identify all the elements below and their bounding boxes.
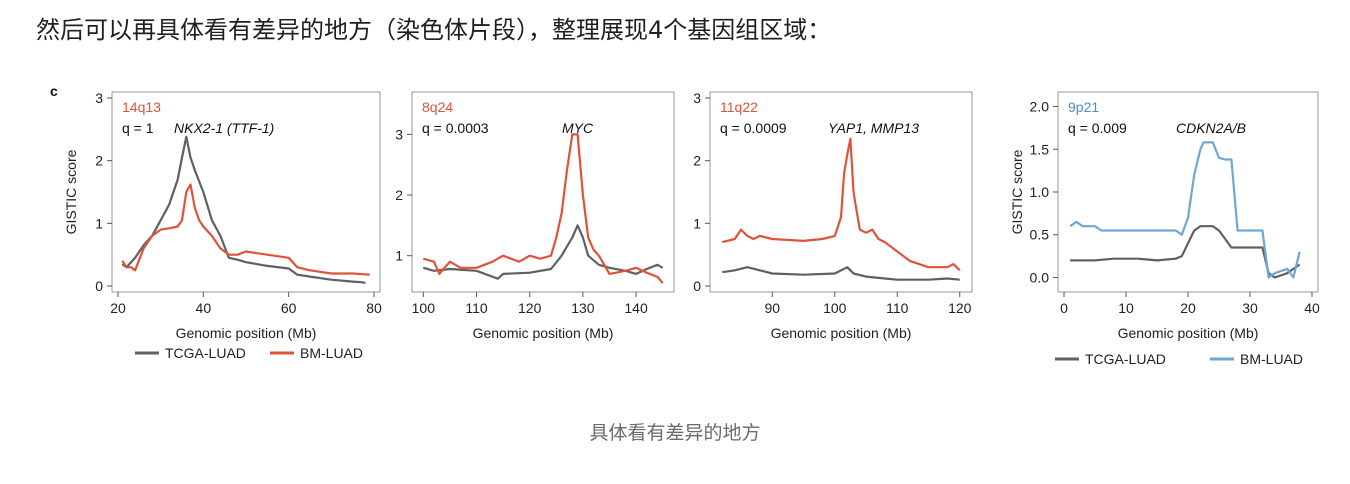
legend-label: TCGA-LUAD: [1085, 351, 1166, 367]
x-axis-label: Genomic position (Mb): [771, 325, 912, 341]
series-line-bm-luad: [722, 137, 961, 272]
y-tick-label: 3: [693, 90, 701, 106]
x-tick-label: 40: [1304, 300, 1320, 316]
x-tick-label: 130: [571, 300, 595, 316]
q-value-label: q = 0.0009: [720, 120, 787, 136]
x-tick-label: 120: [948, 300, 972, 316]
legend-label: BM-LUAD: [300, 345, 363, 361]
series-line-bm-luad: [423, 133, 664, 284]
x-axis-label: Genomic position (Mb): [473, 325, 614, 341]
panel-label: c: [50, 83, 58, 99]
legend-label: BM-LUAD: [1240, 351, 1303, 367]
region-label: 8q24: [422, 99, 453, 115]
y-tick-label: 3: [95, 90, 103, 106]
x-tick-label: 100: [823, 300, 847, 316]
gene-label: MYC: [562, 120, 594, 136]
region-label: 11q22: [720, 99, 758, 115]
y-tick-label: 0.0: [1030, 269, 1050, 285]
y-tick-label: 1: [395, 248, 403, 264]
x-tick-label: 100: [412, 300, 436, 316]
y-tick-label: 2.0: [1030, 99, 1050, 115]
y-tick-label: 3: [395, 126, 403, 142]
figure-caption: 具体看有差异的地方: [589, 422, 761, 444]
series-line-bm-luad: [1069, 141, 1301, 279]
q-value-label: q = 0.009: [1068, 120, 1127, 136]
x-tick-label: 120: [518, 300, 542, 316]
x-tick-label: 110: [465, 300, 488, 316]
x-tick-label: 140: [624, 300, 648, 316]
x-tick-label: 80: [366, 300, 382, 316]
y-tick-label: 1.5: [1030, 141, 1050, 157]
x-tick-label: 10: [1118, 300, 1134, 316]
y-tick-label: 1.0: [1030, 184, 1050, 200]
x-axis-label: Genomic position (Mb): [1118, 325, 1259, 341]
x-tick-label: 40: [196, 300, 212, 316]
y-tick-label: 0: [693, 278, 701, 294]
legend-label: TCGA-LUAD: [165, 345, 246, 361]
x-tick-label: 110: [886, 300, 909, 316]
x-tick-label: 0: [1060, 300, 1068, 316]
series-line-tcga-luad: [423, 224, 664, 280]
chart-frame-0: [111, 91, 381, 293]
series-line-tcga-luad: [121, 135, 366, 284]
gene-label: YAP1, MMP13: [828, 120, 919, 136]
q-value-label: q = 1: [122, 120, 154, 136]
y-tick-label: 0: [95, 278, 103, 294]
x-tick-label: 20: [110, 300, 126, 316]
chart-frame-2: [709, 91, 973, 293]
x-tick-label: 30: [1242, 300, 1258, 316]
x-tick-label: 20: [1180, 300, 1196, 316]
x-tick-label: 60: [281, 300, 297, 316]
page-heading: 然后可以再具体看有差异的地方（染色体片段），整理展现4个基因组区域：: [36, 16, 832, 44]
y-tick-label: 1: [95, 215, 103, 231]
chart-frame-1: [411, 91, 675, 293]
x-axis-label: Genomic position (Mb): [176, 325, 317, 341]
series-line-bm-luad: [121, 183, 370, 276]
y-tick-label: 2: [395, 187, 403, 203]
series-line-tcga-luad: [722, 266, 960, 281]
y-tick-label: 0.5: [1030, 227, 1050, 243]
gene-label: CDKN2A/B: [1176, 120, 1246, 136]
q-value-label: q = 0.0003: [422, 120, 489, 136]
x-tick-label: 90: [764, 300, 780, 316]
y-tick-label: 2: [693, 153, 701, 169]
y-axis-label: GISTIC score: [63, 149, 79, 234]
gene-label: NKX2-1 (TTF-1): [174, 120, 274, 136]
series-line-tcga-luad: [1070, 225, 1301, 279]
region-label: 9p21: [1068, 99, 1099, 115]
y-axis-label: GISTIC score: [1009, 149, 1025, 234]
y-tick-label: 1: [693, 215, 701, 231]
region-label: 14q13: [122, 99, 161, 115]
y-tick-label: 2: [95, 153, 103, 169]
